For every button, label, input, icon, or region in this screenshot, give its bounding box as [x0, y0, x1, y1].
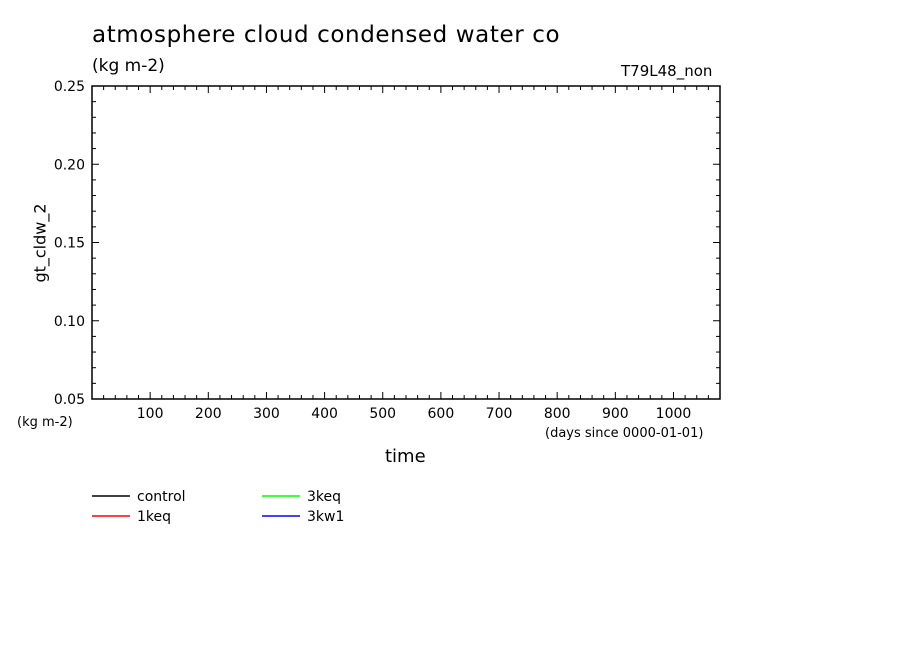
- y-tick-label: 0.15: [54, 236, 85, 252]
- y-tick-label: 0.25: [54, 79, 85, 95]
- x-tick-label: 800: [544, 406, 571, 422]
- legend-label: 3kw1: [307, 509, 344, 525]
- run-label: T79L48_non: [621, 62, 713, 80]
- legend-label: 1keq: [137, 509, 171, 525]
- x-tick-label: 500: [369, 406, 396, 422]
- y-axis-unit: (kg m-2): [17, 415, 73, 430]
- x-tick-label: 400: [311, 406, 338, 422]
- y-tick-label: 0.05: [54, 392, 85, 408]
- x-tick-label: 600: [428, 406, 455, 422]
- legend-label: control: [137, 489, 186, 505]
- x-axis-unit: (days since 0000-01-01): [545, 426, 704, 441]
- plot-frame: [91, 85, 721, 400]
- x-tick-label: 1000: [656, 406, 692, 422]
- chart-title: atmosphere cloud condensed water co: [92, 22, 561, 48]
- x-tick-label: 700: [486, 406, 513, 422]
- y-tick-label: 0.10: [54, 314, 85, 330]
- x-tick-label: 900: [602, 406, 629, 422]
- x-tick-label: 200: [195, 406, 222, 422]
- x-tick-label: 100: [137, 406, 164, 422]
- legend-label: 3keq: [307, 489, 341, 505]
- x-axis-label: time: [385, 446, 426, 467]
- y-tick-label: 0.20: [54, 157, 85, 173]
- chart-subtitle: (kg m-2): [92, 56, 165, 76]
- x-tick-label: 300: [253, 406, 280, 422]
